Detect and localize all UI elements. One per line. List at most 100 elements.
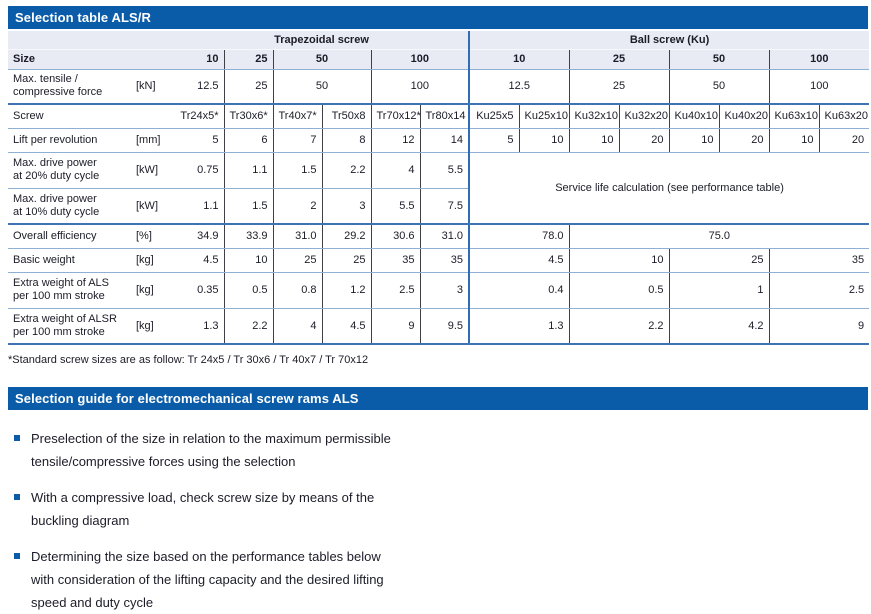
cell-extra-weight-als-9: 2.5 [768, 272, 870, 309]
cell-power-10-4: 5.5 [370, 188, 420, 225]
cell-extra-weight-als-0: 0.35 [175, 272, 224, 309]
row-label-line: Size [13, 52, 36, 65]
cell-power-20-2: 1.5 [272, 152, 322, 189]
cell-overall-efficiency-2: 31.0 [272, 224, 322, 249]
cell-basic-weight-4: 35 [370, 248, 420, 273]
cell-lift-per-revolution-8: 10 [568, 128, 620, 153]
selection-guide-bullets: Preselection of the size in relation to … [14, 427, 871, 614]
cell-basic-weight-0: 4.5 [175, 248, 224, 273]
footnote: *Standard screw sizes are as follow: Tr … [8, 354, 369, 366]
row-label-basic-weight: Basic weight [8, 248, 131, 273]
row-unit-size [131, 49, 175, 70]
cell-lift-per-revolution-10: 10 [668, 128, 720, 153]
cell-extra-weight-alsr-1: 2.2 [223, 308, 273, 345]
cell-extra-weight-alsr-2: 4 [272, 308, 322, 345]
cell-extra-weight-als-2: 0.8 [272, 272, 322, 309]
cell-screw-12: Ku63x10 [768, 104, 820, 129]
cell-extra-weight-alsr-7: 2.2 [568, 308, 670, 345]
cell-max-force-5: 25 [568, 69, 670, 105]
bullet-text-line: Determining the size based on the perfor… [31, 549, 381, 564]
bullet-text-line: with consideration of the lifting capaci… [31, 572, 384, 587]
cell-max-force-3: 100 [370, 69, 470, 105]
cell-lift-per-revolution-12: 10 [768, 128, 820, 153]
row-unit-basic-weight: [kg] [131, 248, 175, 273]
row-label-lift-per-revolution: Lift per revolution [8, 128, 131, 153]
row-label-line: Overall efficiency [13, 229, 97, 242]
group-header-trapezoidal-screw: Trapezoidal screw [175, 31, 470, 50]
cell-basic-weight-9: 35 [768, 248, 870, 273]
cell-size-7: 100 [768, 49, 870, 70]
cell-extra-weight-als-6: 0.4 [468, 272, 570, 309]
cell-extra-weight-alsr-9: 9 [768, 308, 870, 345]
table-row-group-header: Trapezoidal screw Ball screw (Ku) [8, 31, 870, 50]
table-row-extra-weight-als: Extra weight of ALS per 100 mm stroke [kg]… [8, 272, 870, 309]
bullet-square-icon [14, 494, 20, 500]
bullet-text: With a compressive load, check screw siz… [31, 486, 374, 532]
cell-extra-weight-als-8: 1 [668, 272, 770, 309]
row-label-line: Max. tensile / [13, 73, 78, 86]
group-header-ball-screw: Ball screw (Ku) [468, 31, 870, 50]
row-label-extra-weight-als: Extra weight of ALS per 100 mm stroke [8, 272, 131, 309]
cell-power-20-0: 0.75 [175, 152, 224, 189]
bullet-text-line: speed and duty cycle [31, 595, 154, 610]
cell-screw-5: Tr80x14 [419, 104, 470, 129]
row-label-power-10: Max. drive power at 10% duty cycle [8, 188, 131, 225]
cell-extra-weight-alsr-6: 1.3 [468, 308, 570, 345]
cell-power-20-6: Service life calculation (see performanc… [468, 152, 870, 225]
cell-size-3: 100 [370, 49, 470, 70]
row-label-line: compressive force [13, 86, 103, 99]
row-label-line: Max. drive power [13, 157, 97, 169]
row-unit-extra-weight-alsr: [kg] [131, 308, 175, 345]
cell-screw-11: Ku40x20 [718, 104, 770, 129]
bullet-square-icon [14, 553, 20, 559]
table-row-screw: Screw Tr24x5* Tr30x6* Tr40x7* Tr50x8 Tr70x12*… [8, 104, 870, 129]
guide-bullet-1: Preselection of the size in relation to … [14, 427, 871, 473]
cell-max-force-0: 12.5 [175, 69, 224, 105]
cell-extra-weight-als-5: 3 [419, 272, 470, 309]
guide-bullet-2: With a compressive load, check screw siz… [14, 486, 871, 532]
cell-basic-weight-8: 25 [668, 248, 770, 273]
cell-screw-8: Ku32x10 [568, 104, 620, 129]
cell-basic-weight-5: 35 [419, 248, 470, 273]
cell-lift-per-revolution-4: 12 [370, 128, 420, 153]
cell-extra-weight-alsr-8: 4.2 [668, 308, 770, 345]
cell-power-10-5: 7.5 [419, 188, 470, 225]
cell-size-5: 25 [568, 49, 670, 70]
cell-size-1: 25 [223, 49, 273, 70]
cell-extra-weight-alsr-4: 9 [370, 308, 420, 345]
row-label-screw: Screw [8, 104, 131, 129]
table-row-size: Size 10 25 50 100 10 25 50 100 [8, 49, 870, 70]
cell-screw-3: Tr50x8 [321, 104, 371, 129]
row-label-extra-weight-alsr: Extra weight of ALSR per 100 mm stroke [8, 308, 131, 345]
cell-power-10-0: 1.1 [175, 188, 224, 225]
bullet-text: Preselection of the size in relation to … [31, 427, 391, 473]
cell-overall-efficiency-5: 31.0 [419, 224, 470, 249]
cell-screw-6: Ku25x5 [468, 104, 520, 129]
cell-screw-2: Tr40x7* [272, 104, 322, 129]
section1-title-bar: Selection table ALS/R [8, 6, 868, 29]
selection-table: Trapezoidal screw Ball screw (Ku) Size 10 25… [8, 31, 870, 345]
cell-lift-per-revolution-0: 5 [175, 128, 224, 153]
table-row-lift-per-revolution: Lift per revolution [mm] 5 6 7 8 12 14 5 10 10 20 10… [8, 128, 870, 153]
cell-basic-weight-7: 10 [568, 248, 670, 273]
table-row-extra-weight-alsr: Extra weight of ALSR per 100 mm stroke [kg… [8, 308, 870, 345]
cell-extra-weight-als-1: 0.5 [223, 272, 273, 309]
cell-power-10-1: 1.5 [223, 188, 273, 225]
cell-size-4: 10 [468, 49, 570, 70]
cell-screw-1: Tr30x6* [223, 104, 273, 129]
cell-max-force-7: 100 [768, 69, 870, 105]
bullet-text-line: Preselection of the size in relation to … [31, 431, 391, 446]
cell-max-force-4: 12.5 [468, 69, 570, 105]
cell-screw-13: Ku63x20 [818, 104, 870, 129]
cell-basic-weight-6: 4.5 [468, 248, 570, 273]
row-label-line: Basic weight [13, 253, 75, 266]
row-label-line: Screw [13, 109, 44, 122]
row-unit-overall-efficiency: [%] [131, 224, 175, 249]
cell-screw-9: Ku32x20 [618, 104, 670, 129]
cell-power-20-1: 1.1 [223, 152, 273, 189]
cell-overall-efficiency-3: 29.2 [321, 224, 371, 249]
table-row-power-10: Max. drive power at 10% duty cycle [kW] 1.1… [8, 188, 869, 225]
row-label-line: per 100 mm stroke [13, 325, 105, 338]
row-label-line: Extra weight of ALSR [13, 312, 117, 325]
cell-extra-weight-alsr-3: 4.5 [321, 308, 371, 345]
